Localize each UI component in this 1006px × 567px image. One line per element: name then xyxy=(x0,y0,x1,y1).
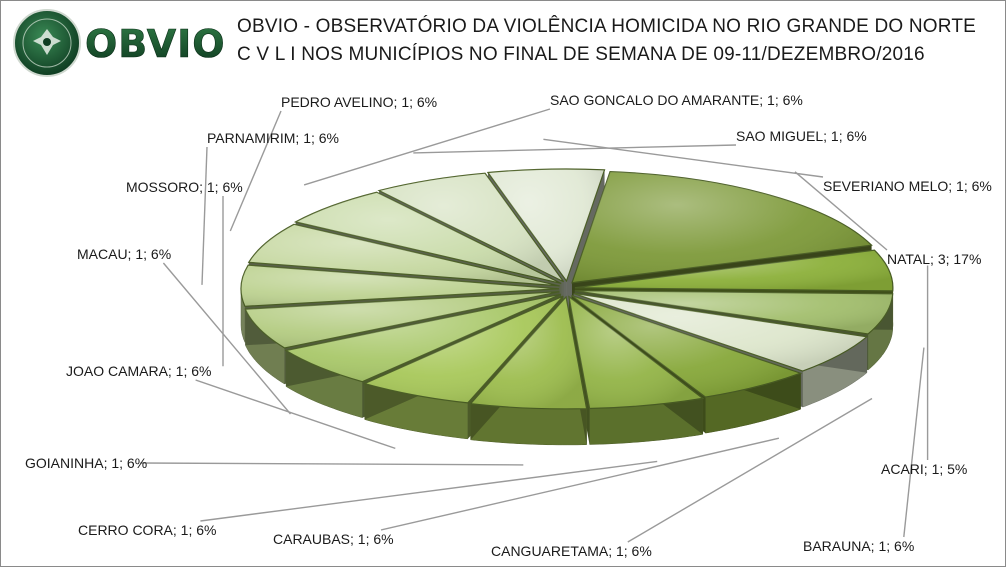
logo-wordmark: OBVIO xyxy=(85,22,226,66)
slice-acari-highlight xyxy=(574,250,893,291)
data-label-sao-miguel-leader xyxy=(413,144,737,154)
chart-title-block: OBVIO - OBSERVATÓRIO DA VIOLÊNCIA HOMICI… xyxy=(237,13,976,69)
data-label-natal-leader xyxy=(794,171,888,251)
chart-title: OBVIO - OBSERVATÓRIO DA VIOLÊNCIA HOMICI… xyxy=(237,16,976,37)
slice-natal-highlight xyxy=(571,171,872,283)
slice-joao-camara-highlight xyxy=(364,296,564,403)
data-label-joao-camara-leader xyxy=(195,379,396,450)
slice-parnamirim-highlight xyxy=(241,265,560,307)
data-label-barauna: BARAUNA; 1; 6% xyxy=(803,538,914,554)
slice-sao-goncalo-do-amarante-highlight xyxy=(295,192,562,284)
data-label-sao-miguel: SAO MIGUEL; 1; 6% xyxy=(736,128,867,144)
slice-goianinha-highlight xyxy=(470,296,587,409)
data-label-goianinha: GOIANINHA; 1; 6% xyxy=(25,455,147,471)
slice-caraubas-highlight xyxy=(571,295,801,398)
data-label-sao-goncalo-do-amarante-leader xyxy=(303,108,551,186)
data-label-caraubas-leader xyxy=(380,437,780,531)
data-label-canguaretama-leader xyxy=(627,397,873,543)
data-label-cerro-cora-leader xyxy=(200,460,658,522)
slice-barauna-highlight xyxy=(574,290,893,335)
data-label-cerro-cora: CERRO CORA; 1; 6% xyxy=(78,522,216,538)
data-label-barauna-leader xyxy=(903,347,925,538)
data-label-pedro-avelino: PEDRO AVELINO; 1; 6% xyxy=(281,94,437,110)
data-label-acari: ACARI; 1; 5% xyxy=(881,461,967,477)
slice-mossoro-highlight xyxy=(245,291,560,348)
slice-macau-highlight xyxy=(286,294,561,382)
slice-severiano-melo-highlight xyxy=(487,169,605,282)
chart-subtitle: C V L I NOS MUNICÍPIOS NO FINAL DE SEMAN… xyxy=(237,44,925,65)
data-label-pedro-avelino-leader xyxy=(229,110,282,232)
data-label-caraubas: CARAUBAS; 1; 6% xyxy=(273,531,394,547)
data-label-macau-leader xyxy=(162,262,292,415)
data-label-joao-camara: JOAO CAMARA; 1; 6% xyxy=(66,363,211,379)
data-label-parnamirim: PARNAMIRIM; 1; 6% xyxy=(207,130,339,146)
slice-sao-miguel-highlight xyxy=(379,173,564,282)
data-label-goianinha-leader xyxy=(140,462,524,466)
data-label-parnamirim-leader xyxy=(201,146,208,285)
obvio-logo: OBVIO xyxy=(11,7,231,79)
data-label-natal: NATAL; 3; 17% xyxy=(887,251,981,267)
data-label-sao-goncalo-do-amarante: SAO GONCALO DO AMARANTE; 1; 6% xyxy=(550,92,803,108)
data-label-canguaretama: CANGUARETAMA; 1; 6% xyxy=(491,543,652,559)
slice-canguaretama-highlight xyxy=(573,293,867,372)
slice-cerro-cora-highlight xyxy=(568,296,703,409)
data-label-severiano-melo-leader xyxy=(543,138,824,178)
data-label-macau: MACAU; 1; 6% xyxy=(77,246,171,262)
data-label-mossoro: MOSSORO; 1; 6% xyxy=(126,179,243,195)
data-label-severiano-melo: SEVERIANO MELO; 1; 6% xyxy=(823,178,992,194)
slice-pedro-avelino-highlight xyxy=(248,224,560,286)
